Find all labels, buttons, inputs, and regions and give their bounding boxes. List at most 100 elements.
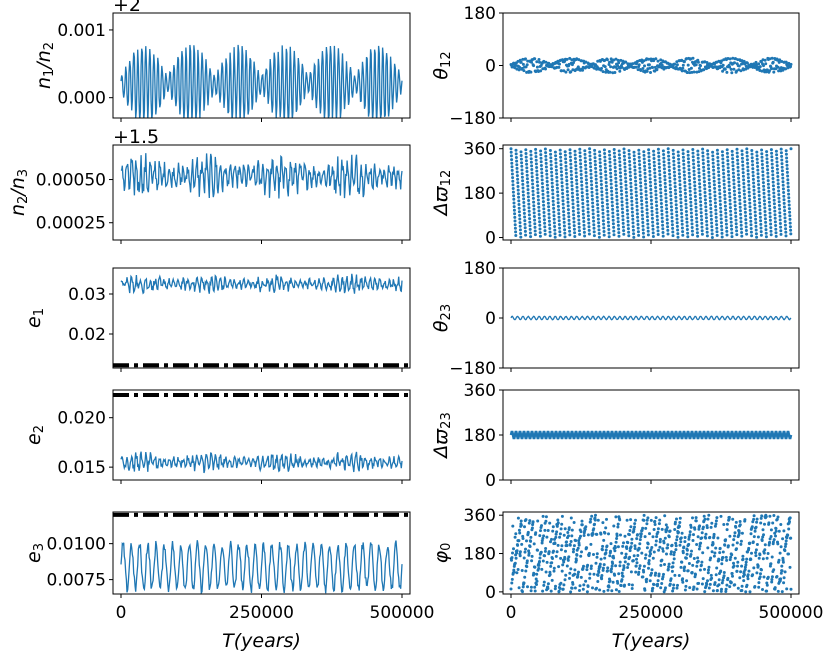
scatter-point xyxy=(675,217,679,221)
scatter-point xyxy=(569,173,573,177)
scatter-point xyxy=(778,222,782,225)
scatter-point xyxy=(567,215,571,219)
scatter-point xyxy=(702,172,706,176)
scatter-point xyxy=(759,222,763,226)
scatter-point xyxy=(772,70,776,74)
scatter-point xyxy=(737,184,741,187)
scatter-point xyxy=(601,566,605,570)
scatter-point xyxy=(520,161,524,165)
scatter-point xyxy=(715,223,719,227)
scatter-point xyxy=(760,539,764,542)
scatter-point xyxy=(695,220,699,224)
scatter-point xyxy=(775,167,779,171)
scatter-point xyxy=(671,234,675,238)
scatter-point xyxy=(723,543,727,547)
scatter-point xyxy=(537,58,541,61)
scatter-point xyxy=(722,574,726,578)
scatter-point xyxy=(604,551,608,555)
scatter-point xyxy=(593,148,597,152)
scatter-point xyxy=(587,551,591,555)
scatter-point xyxy=(542,203,546,207)
scatter-point xyxy=(736,586,740,590)
scatter-point xyxy=(731,517,735,521)
scatter-point xyxy=(676,232,680,236)
scatter-point xyxy=(602,563,606,567)
scatter-point xyxy=(525,173,529,177)
scatter-point xyxy=(702,68,706,72)
scatter-point xyxy=(732,175,736,179)
scatter-point xyxy=(664,196,668,200)
scatter-point xyxy=(652,160,656,164)
scatter-point xyxy=(541,192,545,196)
scatter-point xyxy=(569,590,573,594)
scatter-point xyxy=(740,153,744,156)
scatter-point xyxy=(686,231,690,235)
scatter-point xyxy=(580,523,584,527)
scatter-point xyxy=(539,164,543,167)
scatter-point xyxy=(653,167,657,171)
scatter-point xyxy=(529,153,533,157)
scatter-point xyxy=(551,557,554,560)
scatter-point xyxy=(696,60,700,64)
scatter-point xyxy=(614,173,618,177)
scatter-point xyxy=(677,172,681,176)
scatter-point xyxy=(774,527,778,530)
scatter-point xyxy=(657,155,661,158)
scatter-point xyxy=(603,155,607,159)
scatter-point xyxy=(787,199,791,203)
scatter-point xyxy=(652,157,656,160)
scatter-point xyxy=(524,547,527,551)
scatter-point xyxy=(624,190,628,194)
scatter-point xyxy=(645,546,649,550)
scatter-point xyxy=(679,565,683,569)
scatter-point xyxy=(641,228,645,232)
scatter-point xyxy=(696,535,700,539)
scatter-point xyxy=(610,200,614,204)
scatter-point xyxy=(768,215,772,219)
y-tick-label: 0.03 xyxy=(68,285,106,305)
scatter-point xyxy=(610,193,614,197)
scatter-point xyxy=(746,169,750,173)
scatter-point xyxy=(743,200,747,204)
scatter-point xyxy=(536,191,540,195)
scatter-point xyxy=(783,212,787,216)
scatter-point xyxy=(696,156,700,160)
scatter-point xyxy=(541,189,545,193)
scatter-point xyxy=(641,67,645,70)
scatter-point xyxy=(615,205,619,209)
scatter-point xyxy=(662,153,666,156)
scatter-point xyxy=(528,220,532,224)
scatter-point xyxy=(611,207,615,211)
scatter-point xyxy=(777,558,781,562)
scatter-point xyxy=(733,534,736,538)
scatter-point xyxy=(725,151,729,155)
scatter-point xyxy=(572,216,576,220)
scatter-point xyxy=(768,537,772,541)
scatter-point xyxy=(722,571,726,574)
scatter-point xyxy=(765,164,769,168)
scatter-point xyxy=(568,148,572,152)
scatter-point xyxy=(644,580,648,584)
scatter-point xyxy=(785,587,789,591)
scatter-point xyxy=(753,214,757,218)
scatter-point xyxy=(582,223,586,227)
scatter-point xyxy=(784,227,788,231)
scatter-point xyxy=(598,161,602,165)
scatter-point xyxy=(750,234,754,238)
scatter-point xyxy=(574,167,578,171)
scatter-point xyxy=(713,551,717,555)
scatter-point xyxy=(758,201,762,205)
scatter-point xyxy=(767,189,771,193)
scatter-point xyxy=(646,222,650,226)
scatter-point xyxy=(632,554,636,558)
scatter-point xyxy=(538,231,542,235)
scatter-point xyxy=(663,514,667,518)
scatter-point xyxy=(653,171,657,175)
scatter-point xyxy=(781,558,785,562)
scatter-point xyxy=(511,179,515,183)
scatter-point xyxy=(667,154,671,158)
scatter-point xyxy=(635,208,639,212)
scatter-point xyxy=(754,551,758,555)
scatter-point xyxy=(615,202,619,206)
scatter-point xyxy=(779,229,783,233)
